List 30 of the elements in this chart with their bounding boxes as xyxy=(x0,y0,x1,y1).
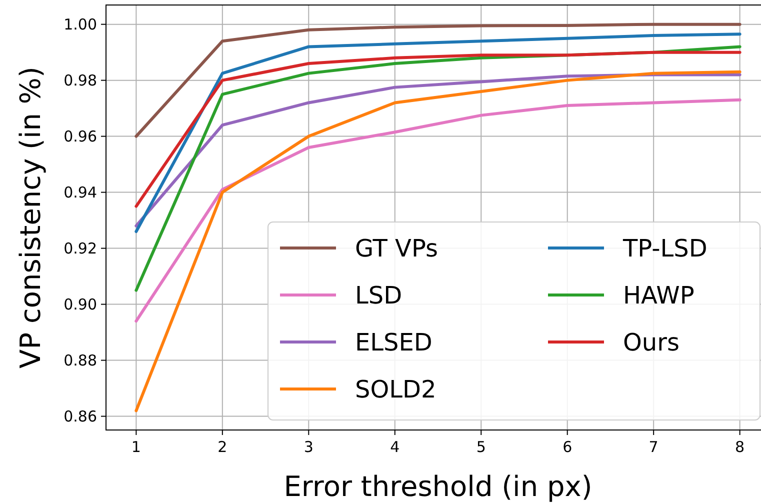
x-tick-label: 7 xyxy=(648,438,658,456)
x-tick-label: 6 xyxy=(562,438,572,456)
line-series xyxy=(134,22,742,138)
x-tick-label: 3 xyxy=(304,438,314,456)
line-series xyxy=(134,70,742,412)
x-tick-label: 1 xyxy=(131,438,141,456)
legend-label: LSD xyxy=(355,281,402,310)
y-tick-label: 0.94 xyxy=(64,184,97,202)
line-series xyxy=(134,50,742,208)
x-tick-label: 8 xyxy=(735,438,745,456)
y-tick-label: 0.96 xyxy=(64,128,97,146)
y-tick-label: 0.88 xyxy=(64,352,97,370)
legend-label: HAWP xyxy=(623,281,694,310)
x-tick-label: 5 xyxy=(476,438,486,456)
y-tick-label: 1.00 xyxy=(64,16,97,34)
legend-label: GT VPs xyxy=(355,234,438,262)
x-tick-label: 4 xyxy=(390,438,400,456)
line-series xyxy=(134,32,742,233)
y-tick-label: 0.98 xyxy=(64,72,97,90)
y-axis-title: VP consistency (in %) xyxy=(14,66,47,368)
legend-label: ELSED xyxy=(355,328,432,356)
legend-label: SOLD2 xyxy=(355,375,436,404)
line-series xyxy=(134,98,742,323)
legend-label: TP-LSD xyxy=(622,234,708,262)
y-tick-label: 0.86 xyxy=(64,408,97,426)
x-axis-title: Error threshold (in px) xyxy=(284,470,592,503)
y-tick-label: 0.90 xyxy=(64,296,97,314)
y-tick-label: 0.92 xyxy=(64,240,97,258)
legend-label: Ours xyxy=(623,328,680,356)
x-tick-label: 2 xyxy=(218,438,228,456)
